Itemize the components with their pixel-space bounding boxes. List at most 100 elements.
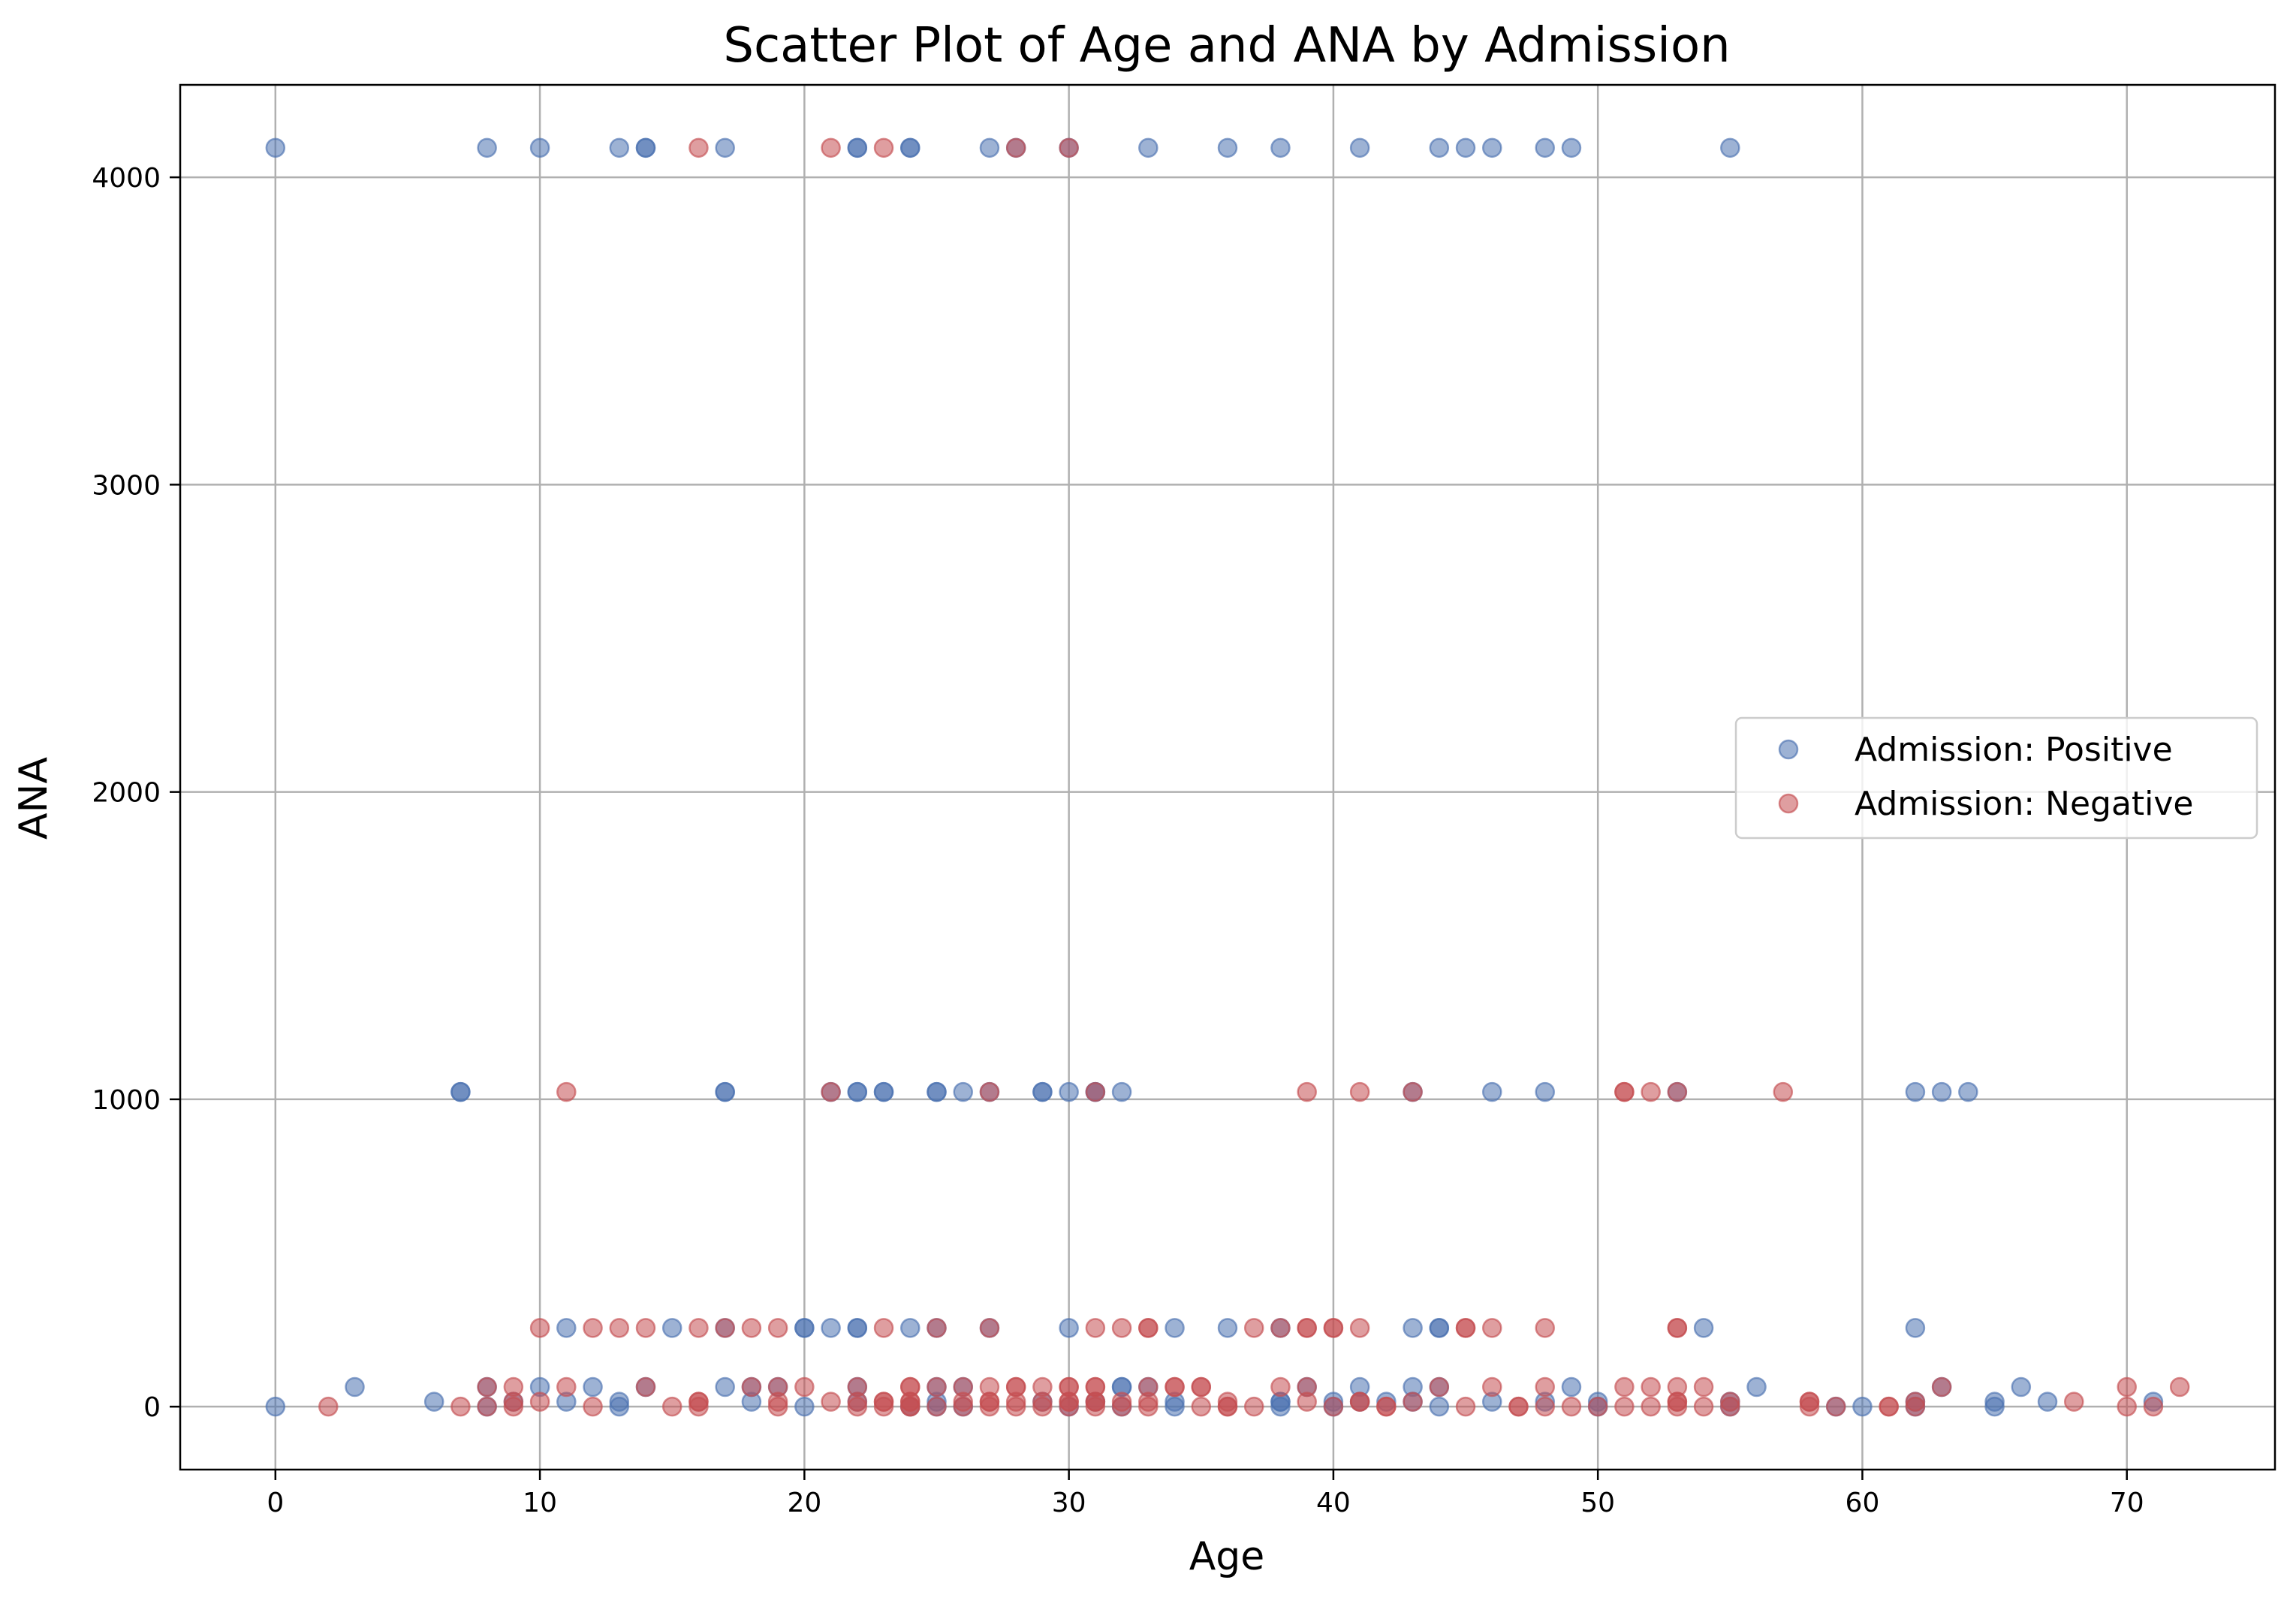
scatter-point bbox=[2143, 1396, 2164, 1417]
scatter-point bbox=[741, 1318, 762, 1338]
scatter-point bbox=[1535, 1376, 1555, 1397]
chart-title: Scatter Plot of Age and ANA by Admission bbox=[723, 18, 1730, 74]
scatter-point bbox=[1032, 1081, 1053, 1102]
scatter-point bbox=[635, 137, 656, 158]
scatter-point bbox=[1535, 1396, 1555, 1417]
scatter-point bbox=[1482, 137, 1502, 158]
scatter-point bbox=[1535, 137, 1555, 158]
scatter-point bbox=[847, 1081, 868, 1102]
scatter-point bbox=[873, 1318, 894, 1338]
y-tick-label: 0 bbox=[143, 1392, 161, 1423]
scatter-point bbox=[477, 1376, 497, 1397]
scatter-point bbox=[2169, 1376, 2190, 1397]
x-tick-label: 70 bbox=[2110, 1488, 2144, 1518]
scatter-point bbox=[1138, 1318, 1159, 1338]
scatter-point bbox=[609, 1318, 630, 1338]
scatter-point bbox=[1059, 137, 1079, 158]
scatter-point bbox=[1641, 1376, 1661, 1397]
scatter-point bbox=[1667, 1396, 1688, 1417]
scatter-point bbox=[927, 1396, 947, 1417]
x-tick-label: 0 bbox=[267, 1488, 284, 1518]
scatter-point bbox=[927, 1318, 947, 1338]
x-tick-label: 10 bbox=[523, 1488, 557, 1518]
scatter-point bbox=[1191, 1396, 1212, 1417]
scatter-point bbox=[556, 1081, 577, 1102]
scatter-point bbox=[1561, 1396, 1582, 1417]
scatter-point bbox=[873, 137, 894, 158]
scatter-point bbox=[1270, 137, 1291, 158]
scatter-point bbox=[900, 1396, 921, 1417]
scatter-point bbox=[2117, 1396, 2137, 1417]
scatter-point bbox=[265, 137, 286, 158]
scatter-point bbox=[1270, 1396, 1291, 1417]
scatter-point bbox=[847, 1396, 868, 1417]
scatter-point bbox=[1931, 1376, 1952, 1397]
scatter-point bbox=[1191, 1376, 1212, 1397]
scatter-point bbox=[688, 137, 709, 158]
scatter-point bbox=[900, 1318, 921, 1338]
scatter-point bbox=[1482, 1376, 1502, 1397]
scatter-point bbox=[1323, 1318, 1344, 1338]
scatter-point bbox=[661, 1396, 682, 1417]
scatter-point bbox=[1693, 1396, 1714, 1417]
scatter-point bbox=[1005, 137, 1026, 158]
scatter-point bbox=[1297, 1391, 1317, 1412]
scatter-point bbox=[583, 1396, 603, 1417]
scatter-point bbox=[1455, 1318, 1476, 1338]
scatter-point bbox=[529, 1391, 550, 1412]
scatter-point bbox=[715, 1376, 735, 1397]
scatter-point bbox=[1243, 1396, 1264, 1417]
scatter-point bbox=[715, 1081, 735, 1102]
scatter-point bbox=[477, 137, 497, 158]
scatter-point bbox=[927, 1081, 947, 1102]
scatter-point bbox=[821, 1391, 841, 1412]
points-layer bbox=[265, 137, 2190, 1417]
y-tick-label: 2000 bbox=[92, 778, 161, 809]
y-tick-label: 4000 bbox=[92, 163, 161, 194]
scatter-point bbox=[1535, 1081, 1555, 1102]
scatter-point bbox=[556, 1318, 577, 1338]
scatter-point bbox=[900, 137, 921, 158]
scatter-point bbox=[979, 137, 1000, 158]
scatter-point bbox=[1720, 1396, 1740, 1417]
scatter-point bbox=[1085, 1396, 1106, 1417]
scatter-point bbox=[1349, 1318, 1370, 1338]
scatter-point bbox=[529, 1318, 550, 1338]
scatter-point bbox=[1587, 1396, 1608, 1417]
legend-marker-positive bbox=[1778, 739, 1799, 760]
scatter-point bbox=[1455, 137, 1476, 158]
scatter-point bbox=[767, 1396, 788, 1417]
scatter-point bbox=[450, 1081, 471, 1102]
scatter-point bbox=[345, 1376, 365, 1397]
scatter-point bbox=[1693, 1318, 1714, 1338]
scatter-point bbox=[794, 1396, 815, 1417]
scatter-point bbox=[1138, 137, 1159, 158]
scatter-point bbox=[1217, 1396, 1238, 1417]
scatter-point bbox=[873, 1081, 894, 1102]
scatter-point bbox=[477, 1396, 497, 1417]
scatter-point bbox=[1905, 1318, 1926, 1338]
scatter-point bbox=[1111, 1396, 1132, 1417]
scatter-point bbox=[1693, 1376, 1714, 1397]
legend-box bbox=[1734, 716, 2258, 840]
scatter-point bbox=[1349, 1391, 1370, 1412]
scatter-point bbox=[821, 1318, 841, 1338]
scatter-point bbox=[1773, 1081, 1794, 1102]
scatter-point bbox=[1667, 1318, 1688, 1338]
scatter-point bbox=[1270, 1318, 1291, 1338]
scatter-point bbox=[847, 137, 868, 158]
scatter-point bbox=[609, 137, 630, 158]
scatter-point bbox=[927, 1376, 947, 1397]
scatter-point bbox=[847, 1318, 868, 1338]
scatter-point bbox=[1879, 1396, 1899, 1417]
x-tick-label: 30 bbox=[1052, 1488, 1086, 1518]
series-1 bbox=[318, 137, 2190, 1417]
scatter-point bbox=[688, 1318, 709, 1338]
y-tick-label: 1000 bbox=[92, 1085, 161, 1116]
scatter-point bbox=[503, 1396, 524, 1417]
scatter-point bbox=[2011, 1376, 2032, 1397]
scatter-point bbox=[1032, 1396, 1053, 1417]
scatter-point bbox=[450, 1396, 471, 1417]
scatter-point bbox=[1614, 1376, 1635, 1397]
scatter-point bbox=[821, 1081, 841, 1102]
